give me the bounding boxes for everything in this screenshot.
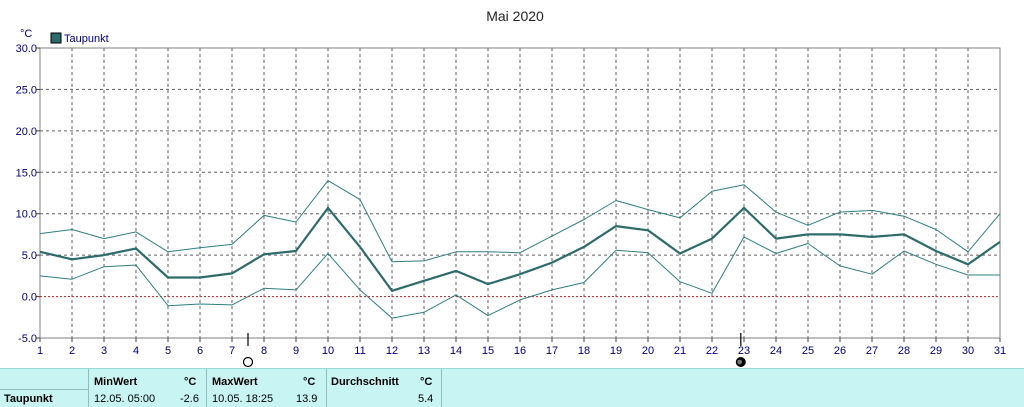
- x-tick-label: 6: [197, 345, 203, 357]
- x-tick-label: 17: [546, 345, 558, 357]
- series-line-upper: [39, 180, 1001, 263]
- y-tick-label: 25.0: [16, 84, 37, 96]
- max-unit: °C: [303, 376, 316, 388]
- stats-row-label: Taupunkt: [4, 393, 53, 405]
- grid: [40, 48, 1000, 338]
- x-tick-label: 7: [229, 345, 235, 357]
- avg-value: 5.4: [418, 393, 434, 405]
- x-tick-label: 5: [165, 345, 171, 357]
- x-tick-label: 14: [450, 345, 462, 357]
- chart: Mai 2020 °C Taupunkt -5.0 0.0 5.0 10.0 15.0 2…: [16, 8, 1006, 368]
- x-tick-label: 3: [101, 345, 107, 357]
- legend-swatch: [50, 32, 62, 44]
- new-moon-icon-highlight: [737, 359, 742, 365]
- y-tick-label: 0.0: [22, 292, 37, 304]
- avg-unit: °C: [420, 376, 433, 388]
- x-tick-label: 19: [610, 345, 622, 357]
- x-tick-label: 27: [866, 345, 878, 357]
- x-tick-label: 16: [514, 345, 526, 357]
- moon-phase-marks: [242, 333, 746, 368]
- series-line-lower: [39, 236, 1000, 319]
- x-tick-label: 26: [834, 345, 846, 357]
- y-tick-label: 30.0: [16, 43, 37, 55]
- x-tick-label: 20: [642, 345, 654, 357]
- min-time: 12.05. 05:00: [94, 393, 156, 405]
- x-tick-label: 25: [802, 345, 814, 357]
- x-tick-label: 8: [261, 345, 267, 357]
- x-tick-label: 4: [133, 345, 139, 357]
- y-tick-label: 15.0: [16, 167, 37, 179]
- min-header: MinWert: [94, 376, 138, 388]
- y-tick-label: 20.0: [16, 126, 37, 138]
- x-tick-label: 21: [674, 345, 686, 357]
- x-tick-label: 15: [482, 345, 494, 357]
- min-value: -2.6: [180, 393, 199, 405]
- y-axis-ticks: -5.0 0.0 5.0 10.0 15.0 20.0 25.0 30.0: [16, 43, 40, 345]
- max-value: 13.9: [296, 393, 318, 405]
- x-tick-label: 9: [293, 345, 299, 357]
- x-tick-label: 13: [418, 345, 430, 357]
- legend-label: Taupunkt: [64, 33, 109, 45]
- max-time: 10.05. 18:25: [212, 393, 274, 405]
- legend: Taupunkt: [50, 32, 109, 45]
- x-tick-label: 22: [706, 345, 718, 357]
- chart-title: Mai 2020: [486, 8, 544, 24]
- x-tick-label: 12: [386, 345, 398, 357]
- x-tick-label: 1: [37, 345, 43, 357]
- x-tick-label: 30: [962, 345, 974, 357]
- y-tick-label: -5.0: [18, 333, 37, 345]
- x-tick-label: 2: [69, 345, 75, 357]
- x-tick-label: 29: [930, 345, 942, 357]
- full-moon-icon: [242, 356, 254, 368]
- x-tick-label: 11: [354, 345, 365, 357]
- series-line-taupunkt: [39, 206, 1001, 292]
- min-unit: °C: [184, 376, 197, 388]
- series-lines: [39, 180, 1001, 319]
- statistics-bar: Taupunkt MinWert °C 12.05. 05:00 -2.6 Ma…: [0, 368, 1024, 407]
- x-tick-label: 23: [738, 345, 750, 357]
- x-tick-label: 10: [322, 345, 334, 357]
- y-tick-label: 10.0: [16, 209, 37, 221]
- x-tick-label: 24: [770, 345, 782, 357]
- max-header: MaxWert: [212, 376, 258, 388]
- y-tick-label: 5.0: [22, 250, 37, 262]
- x-tick-label: 18: [578, 345, 590, 357]
- avg-header: Durchschnitt: [331, 376, 399, 388]
- x-tick-label: 28: [898, 345, 910, 357]
- x-tick-label: 31: [994, 345, 1006, 357]
- x-axis-ticks: 1 2 3 4 5 6 7 8 9 10 11 12 13 14 15 16 17 18 19 20 21 22 23 24 2…: [37, 338, 1006, 357]
- y-axis-unit: °C: [20, 28, 32, 40]
